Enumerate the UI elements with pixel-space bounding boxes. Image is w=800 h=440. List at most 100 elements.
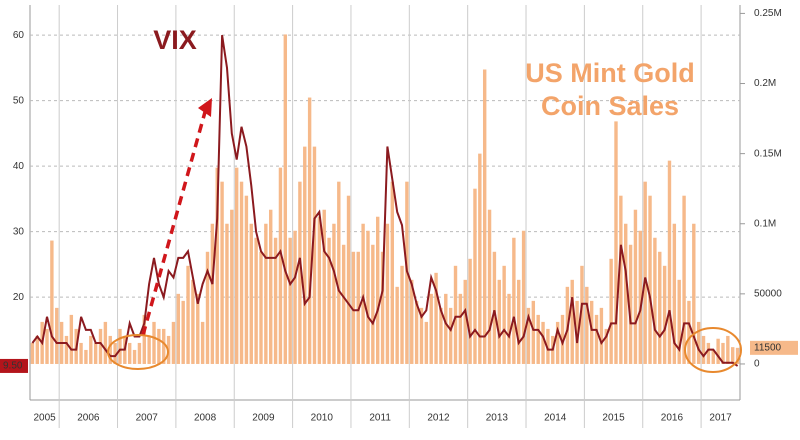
bar [677,279,681,364]
bar [502,265,506,364]
bar [585,286,589,364]
annotation: US Mint Gold [525,58,694,88]
bar [672,223,677,364]
bar [371,244,375,364]
bar [521,230,526,364]
bar [380,251,385,364]
bar [667,160,672,364]
bar [711,349,715,364]
bar [317,216,322,364]
bar [662,265,667,364]
bar [517,279,521,364]
bar [332,223,336,364]
bar [89,335,93,364]
bar [249,223,253,364]
bar [507,293,511,364]
x-tick-label: 2012 [427,413,450,424]
bar [726,335,730,364]
bar [458,293,463,364]
bar [346,195,351,364]
bar [45,328,49,364]
bar [69,314,74,364]
arrow [141,111,207,336]
bar [278,167,283,364]
bar [429,293,433,364]
bar [293,230,297,364]
y2-tick-label: 50000 [754,288,782,299]
bar [307,97,312,364]
bar [731,347,735,364]
bar [536,314,540,364]
grid: 20 30 40 50 60 0 50000 0.1M 0.15M 0.2M 0.25M 2005 20… [13,5,782,428]
bar [147,335,151,364]
bar [225,223,229,364]
x-tick-label: 2007 [136,413,159,424]
bar [687,300,691,364]
bar [50,240,54,364]
bar [176,293,181,364]
bar [298,181,302,364]
bar [312,146,317,364]
bar [721,342,725,364]
bars [30,34,740,364]
bar [492,251,497,364]
bar [692,223,696,364]
bar [487,209,492,364]
bar [303,146,307,364]
bar [337,181,341,364]
y-tick-label: 30 [13,226,25,237]
y-tick-label: 50 [13,95,25,106]
bar [361,223,365,364]
bar [526,307,531,364]
bar [658,251,662,364]
bar [351,251,356,364]
y2-tick-label: 0 [754,359,760,370]
y-tick-label: 40 [13,161,25,172]
bar [200,321,205,364]
bar [273,237,278,364]
bar [103,321,108,364]
bar [512,237,516,364]
bar [395,286,399,364]
y2-tick-label: 0.15M [754,148,782,159]
bar [633,209,638,364]
bar [589,300,594,364]
x-tick-label: 2015 [602,413,625,424]
x-tick-label: 2008 [194,413,217,424]
bar [575,300,579,364]
bar [132,349,137,364]
bar [264,223,268,364]
bar [259,251,263,364]
annotation: VIX [153,25,197,55]
bar [230,209,234,364]
bar [181,300,185,364]
bar [453,265,458,364]
bar [546,328,550,364]
bar [254,237,258,364]
bar [716,338,720,364]
bar [682,195,686,364]
bar [706,342,711,364]
highlight-circle [684,327,742,373]
y-tick-label: 20 [13,292,25,303]
last-value-tag [750,340,798,355]
bar [64,335,69,364]
x-tick-label: 2005 [33,413,56,424]
y-tick-label: 60 [13,30,25,41]
bar [638,230,643,364]
bar [113,342,117,364]
bar [98,328,103,364]
bar [735,347,740,364]
x-tick-label: 2014 [544,413,567,424]
bar [327,237,331,364]
bar [220,181,224,364]
bar [497,279,501,364]
bar [594,314,599,364]
bar [376,216,380,364]
bar [478,153,482,364]
bar [157,328,161,364]
y2-tick-label: 0.25M [754,8,782,19]
bar [341,244,346,364]
bar [482,69,487,364]
